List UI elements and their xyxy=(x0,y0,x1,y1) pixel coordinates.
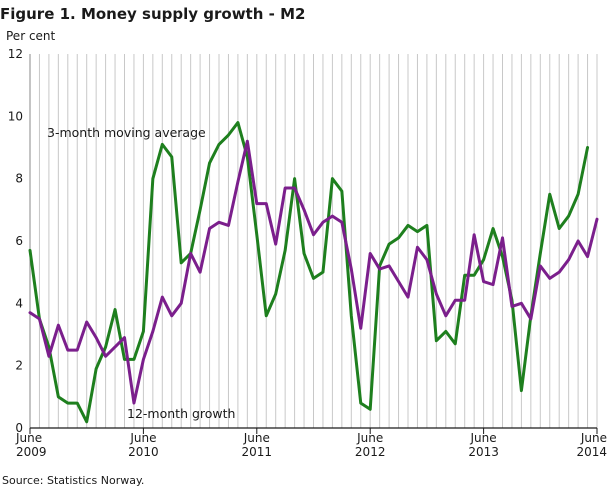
x-tick-month-2013: June xyxy=(470,431,497,445)
y-tick-8: 8 xyxy=(15,172,23,186)
series-lines xyxy=(28,121,599,424)
x-tick-year-2012: 2012 xyxy=(355,445,386,459)
y-tick-6: 6 xyxy=(15,234,23,248)
x-tick-year-2011: 2011 xyxy=(242,445,273,459)
series-line-3-month-moving-average xyxy=(28,121,590,424)
y-tick-2: 2 xyxy=(15,359,23,373)
x-tick-month-2010: June xyxy=(129,431,156,445)
chart-title: Figure 1. Money supply growth - M2 xyxy=(0,5,305,23)
y-tick-labels: 0 2 4 6 8 10 12 xyxy=(8,47,23,435)
series-line-12-month-growth xyxy=(28,139,599,405)
x-tick-labels: June2009June2010June2011June2012June2013… xyxy=(15,428,607,459)
source-note: Source: Statistics Norway. xyxy=(2,474,144,487)
y-tick-0: 0 xyxy=(15,421,23,435)
x-tick-year-2014: 2014 xyxy=(576,445,607,459)
gridlines xyxy=(38,54,598,428)
axes xyxy=(29,54,597,429)
annotation-moving-average: 3-month moving average xyxy=(47,125,206,140)
y-tick-12: 12 xyxy=(8,47,23,61)
x-tick-year-2009: 2009 xyxy=(16,445,47,459)
x-tick-month-2009: June xyxy=(15,431,42,445)
x-tick-month-2014: June xyxy=(580,431,607,445)
y-tick-4: 4 xyxy=(15,296,23,310)
y-tick-10: 10 xyxy=(8,109,23,123)
x-tick-year-2013: 2013 xyxy=(468,445,499,459)
x-tick-month-2011: June xyxy=(243,431,270,445)
annotation-12-month-growth: 12-month growth xyxy=(127,406,235,421)
x-tick-year-2010: 2010 xyxy=(128,445,159,459)
x-tick-month-2012: June xyxy=(356,431,383,445)
y-axis-label: Per cent xyxy=(6,29,56,43)
